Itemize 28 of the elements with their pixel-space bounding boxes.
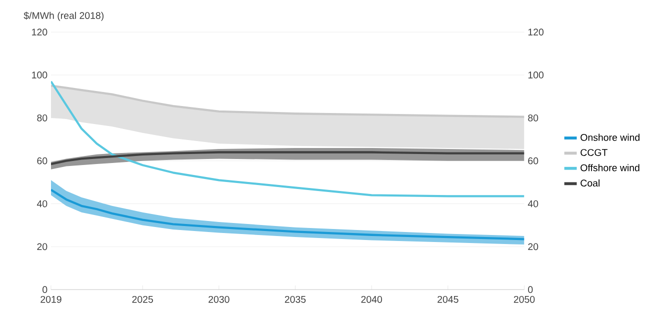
y2-tick-label: 20 xyxy=(528,243,538,250)
legend-label: CCGT xyxy=(580,149,608,156)
y-axis-title: $/MWh (real 2018) xyxy=(24,12,104,21)
y-tick-label: 80 xyxy=(37,114,48,122)
legend-label: Offshore wind xyxy=(580,164,640,172)
legend-label: Coal xyxy=(580,179,600,187)
x-tick-label: 2045 xyxy=(438,296,458,303)
y2-tick-label: 120 xyxy=(528,28,544,36)
y-tick-label: 60 xyxy=(37,157,48,164)
y2-tick-label: 40 xyxy=(528,200,538,208)
y-tick-label: 0 xyxy=(42,286,48,294)
x-tick-label: 2025 xyxy=(132,296,153,303)
y2-tick-label: 0 xyxy=(528,286,533,294)
y2-tick-label: 100 xyxy=(528,72,544,78)
x-tick-label: 2040 xyxy=(361,296,382,303)
x-tick-label: 2030 xyxy=(208,296,230,303)
y-tick-label: 120 xyxy=(32,28,48,36)
y-tick-label: 40 xyxy=(36,200,48,208)
line-series xyxy=(50,188,524,240)
x-tick-label: 2050 xyxy=(514,296,535,303)
line-series xyxy=(50,80,524,198)
y-tick-label: 20 xyxy=(37,243,48,250)
y2-tick-label: 80 xyxy=(528,114,538,122)
x-tick-label: 2035 xyxy=(284,296,306,303)
x-tick-label: 2019 xyxy=(40,296,62,303)
y-tick-label: 100 xyxy=(32,72,48,78)
y2-tick-label: 60 xyxy=(528,157,538,164)
legend-label: Onshore wind xyxy=(580,134,640,141)
